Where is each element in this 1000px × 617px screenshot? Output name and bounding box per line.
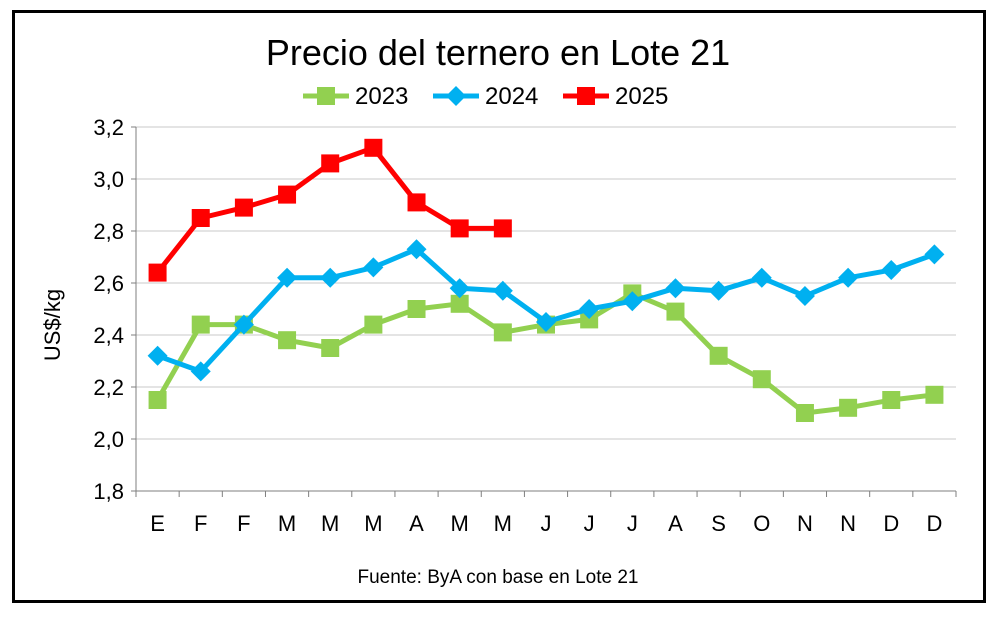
x-tick-label: A (668, 511, 683, 536)
data-point-2025 (278, 185, 297, 204)
data-point-2024 (233, 314, 254, 335)
chart-title: Precio del ternero en Lote 21 (266, 32, 730, 73)
legend-label: 2023 (355, 83, 408, 110)
y-tick-label: 2,8 (93, 219, 124, 244)
data-point-2024 (406, 239, 427, 260)
data-point-2025 (321, 154, 340, 173)
x-tick-label: A (409, 511, 424, 536)
x-tick-label: D (883, 511, 899, 536)
data-point-2023 (278, 331, 297, 350)
data-point-2024 (277, 267, 298, 288)
data-point-2023 (191, 315, 210, 334)
data-point-2024 (622, 291, 643, 312)
y-tick-label: 2,4 (93, 323, 124, 348)
data-point-2023 (925, 385, 944, 404)
y-tick-label: 2,6 (93, 271, 124, 296)
data-point-2024 (665, 278, 686, 299)
x-tick-label: M (321, 511, 339, 536)
series-line-2024 (156, 246, 936, 374)
y-tick-label: 2,0 (93, 427, 124, 452)
x-tick-label: D (926, 511, 942, 536)
data-point-2024 (363, 257, 384, 278)
x-tick-label: O (753, 511, 770, 536)
x-tick-label: M (278, 511, 296, 536)
x-tick-label: F (237, 511, 250, 536)
data-point-2024 (190, 361, 211, 382)
y-axis-label: US$/kg (40, 289, 65, 361)
chart-frame: Precio del ternero en Lote 21 Fuente: By… (12, 10, 986, 603)
data-point-2024 (708, 280, 729, 301)
data-point-2023 (882, 391, 901, 409)
x-tick-label: M (364, 511, 382, 536)
x-tick-label: N (840, 511, 856, 536)
data-point-2023 (148, 391, 167, 409)
data-point-2023 (364, 315, 383, 334)
y-tick-label: 1,8 (93, 479, 124, 504)
data-point-2023 (450, 294, 469, 313)
legend-item-2023: 2023 (303, 83, 408, 110)
series-2024 (147, 239, 945, 382)
series (147, 138, 945, 422)
y-tick-label: 3,2 (93, 115, 124, 140)
x-tick-label: F (194, 511, 207, 536)
legend: 2023 2024 2025 (303, 83, 668, 110)
data-point-2025 (364, 138, 383, 157)
data-point-2025 (450, 219, 469, 238)
legend-swatch-marker (577, 87, 595, 105)
data-point-2023 (752, 370, 771, 389)
x-tick-label: J (627, 511, 638, 536)
data-point-2023 (839, 398, 858, 417)
data-point-2024 (536, 312, 556, 332)
data-point-2024 (449, 278, 470, 299)
data-point-2023 (321, 339, 340, 357)
legend-item-2025: 2025 (563, 83, 668, 110)
data-point-2024 (838, 267, 859, 288)
legend-label: 2024 (485, 83, 538, 110)
data-point-2023 (580, 310, 599, 329)
x-tick-label: N (797, 511, 813, 536)
data-point-2025 (407, 193, 426, 212)
legend-item-2024: 2024 (433, 83, 538, 110)
series-2025 (148, 138, 512, 282)
axes: 1,82,02,22,42,62,83,03,2E F F M M M A M M J J J A S O N… (93, 115, 957, 536)
data-point-2025 (191, 209, 210, 227)
data-point-2023 (666, 302, 685, 321)
chart: Precio del ternero en Lote 21 Fuente: By… (40, 32, 957, 588)
data-point-2024 (492, 280, 513, 301)
x-tick-label: J (584, 511, 595, 536)
chart-source: Fuente: ByA con base en Lote 21 (358, 567, 639, 588)
data-point-2025 (493, 219, 512, 238)
x-tick-label: M (451, 511, 469, 536)
data-point-2024 (794, 286, 815, 306)
legend-label: 2025 (615, 83, 668, 110)
x-tick-label: J (541, 511, 552, 536)
x-tick-label: S (711, 511, 726, 536)
legend-swatch-marker (317, 87, 335, 105)
x-tick-label: E (150, 511, 165, 536)
y-tick-label: 3,0 (93, 167, 124, 192)
data-point-2023 (407, 300, 426, 318)
data-point-2025 (148, 263, 167, 282)
data-point-2024 (147, 345, 168, 366)
series-2023 (148, 284, 944, 422)
data-point-2023 (795, 404, 814, 422)
data-point-2024 (751, 267, 772, 288)
series-line-2023 (155, 290, 935, 416)
data-point-2023 (709, 346, 728, 365)
data-point-2024 (579, 299, 600, 319)
data-point-2024 (881, 260, 902, 280)
data-point-2023 (493, 323, 512, 342)
legend-swatch-marker (446, 86, 466, 106)
y-tick-label: 2,2 (93, 375, 124, 400)
data-point-2024 (320, 267, 341, 288)
data-point-2024 (924, 244, 945, 265)
data-point-2025 (234, 198, 253, 217)
x-tick-label: M (494, 511, 512, 536)
